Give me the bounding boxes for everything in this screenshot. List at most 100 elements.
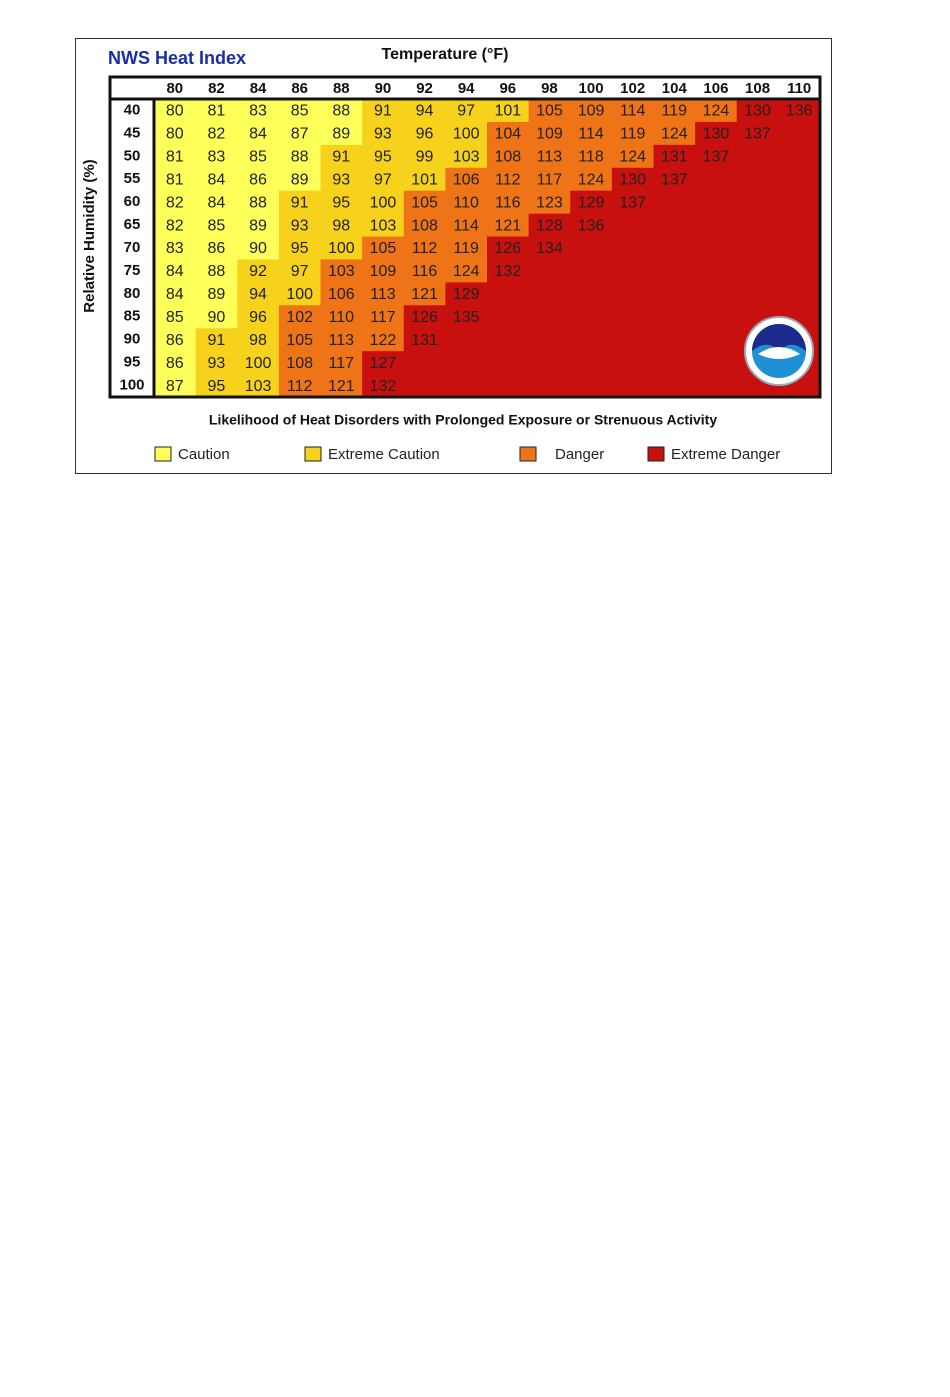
heat-cell bbox=[403, 305, 446, 329]
heat-cell bbox=[653, 190, 696, 215]
heat-value: 136 bbox=[786, 103, 813, 120]
heat-cell bbox=[736, 190, 779, 215]
heat-value: 91 bbox=[374, 103, 392, 120]
heat-value: 90 bbox=[208, 309, 226, 326]
heat-value: 132 bbox=[494, 263, 521, 280]
legend-swatch bbox=[304, 446, 322, 462]
heat-value: 121 bbox=[328, 378, 355, 395]
heat-cell bbox=[487, 236, 530, 261]
heat-value: 105 bbox=[536, 103, 563, 120]
legend: Caution Extreme Caution Danger Extreme Dang… bbox=[154, 446, 780, 463]
heat-cell bbox=[653, 167, 696, 192]
heat-cell bbox=[570, 351, 613, 375]
heat-cell bbox=[320, 99, 363, 123]
heat-value: 93 bbox=[374, 126, 392, 143]
heat-value: 98 bbox=[332, 217, 350, 234]
heat-value: 88 bbox=[208, 263, 226, 280]
heat-value: 103 bbox=[245, 378, 272, 395]
heat-value: 117 bbox=[537, 171, 563, 188]
heat-cell bbox=[487, 259, 530, 283]
heat-cell bbox=[237, 282, 280, 306]
heat-cell bbox=[195, 190, 238, 215]
heat-value: 88 bbox=[249, 194, 267, 211]
heat-cell bbox=[487, 190, 530, 215]
heat-value: 94 bbox=[416, 103, 434, 120]
heat-value: 92 bbox=[249, 263, 267, 280]
heat-cell bbox=[445, 305, 488, 329]
heat-value: 126 bbox=[411, 309, 438, 326]
heat-cell bbox=[320, 259, 363, 283]
heat-value: 121 bbox=[411, 286, 438, 303]
heat-cell bbox=[611, 144, 655, 169]
heat-cell bbox=[653, 374, 696, 398]
heat-cell bbox=[320, 144, 363, 169]
heat-value: 123 bbox=[536, 194, 563, 211]
heat-cell bbox=[154, 259, 197, 283]
heat-cell bbox=[403, 144, 446, 169]
caption: Likelihood of Heat Disorders with Prolon… bbox=[209, 412, 717, 428]
heat-cell bbox=[611, 121, 655, 146]
heat-value: 136 bbox=[578, 217, 605, 234]
heat-cell bbox=[278, 121, 322, 146]
heat-value: 88 bbox=[332, 103, 350, 120]
heat-cell bbox=[445, 121, 488, 146]
temperature-header: 110 bbox=[787, 80, 811, 97]
heat-value: 103 bbox=[370, 217, 397, 234]
heat-value: 137 bbox=[619, 194, 646, 211]
heat-cell bbox=[278, 328, 322, 352]
humidity-label: 95 bbox=[124, 354, 141, 371]
heat-cell bbox=[778, 213, 821, 238]
heat-cell bbox=[487, 374, 530, 398]
heat-value: 95 bbox=[291, 240, 309, 257]
heat-value: 87 bbox=[166, 378, 184, 395]
heat-cell bbox=[278, 213, 322, 238]
humidity-label: 100 bbox=[119, 377, 144, 394]
heat-value: 131 bbox=[411, 332, 438, 349]
heat-cell bbox=[611, 259, 655, 283]
heat-value: 98 bbox=[249, 332, 267, 349]
temperature-header: 80 bbox=[166, 80, 183, 97]
heat-cell bbox=[445, 213, 488, 238]
heat-cell bbox=[778, 99, 821, 123]
heat-cell bbox=[611, 351, 655, 375]
heat-cell bbox=[528, 305, 571, 329]
legend-swatch bbox=[154, 446, 172, 462]
heat-value: 86 bbox=[166, 332, 184, 349]
heat-cell bbox=[778, 167, 821, 192]
heat-cell bbox=[695, 374, 738, 398]
temperature-header: 82 bbox=[208, 80, 225, 97]
heat-value: 108 bbox=[286, 355, 313, 372]
legend-label: Extreme Caution bbox=[328, 446, 440, 463]
temperature-header: 84 bbox=[250, 80, 267, 97]
heat-value: 80 bbox=[166, 103, 184, 120]
heat-value: 103 bbox=[328, 263, 355, 280]
heat-cell bbox=[278, 190, 322, 215]
heat-cell bbox=[320, 328, 363, 352]
heat-value: 84 bbox=[208, 194, 226, 211]
heat-cell bbox=[278, 144, 322, 169]
temperature-header: 108 bbox=[745, 80, 770, 97]
heat-value: 121 bbox=[494, 217, 521, 234]
heat-value: 102 bbox=[286, 309, 313, 326]
heat-value: 106 bbox=[453, 171, 480, 188]
heat-value: 100 bbox=[286, 286, 313, 303]
heat-value: 82 bbox=[208, 126, 226, 143]
heat-cell bbox=[653, 328, 696, 352]
legend-swatch bbox=[647, 446, 665, 462]
heat-cell bbox=[695, 236, 738, 261]
heat-value: 124 bbox=[453, 263, 480, 280]
heat-cell bbox=[528, 190, 571, 215]
heat-value: 81 bbox=[166, 171, 184, 188]
heat-cell bbox=[403, 213, 446, 238]
heat-cell bbox=[570, 236, 613, 261]
heat-value: 101 bbox=[494, 103, 521, 120]
heat-cell bbox=[154, 167, 197, 192]
heat-cell bbox=[195, 236, 238, 261]
heat-cell bbox=[154, 190, 197, 215]
heat-cell bbox=[320, 167, 363, 192]
heat-value: 134 bbox=[536, 240, 563, 257]
heat-cell bbox=[154, 351, 197, 375]
heat-value: 119 bbox=[620, 126, 646, 143]
heat-value: 100 bbox=[453, 126, 480, 143]
